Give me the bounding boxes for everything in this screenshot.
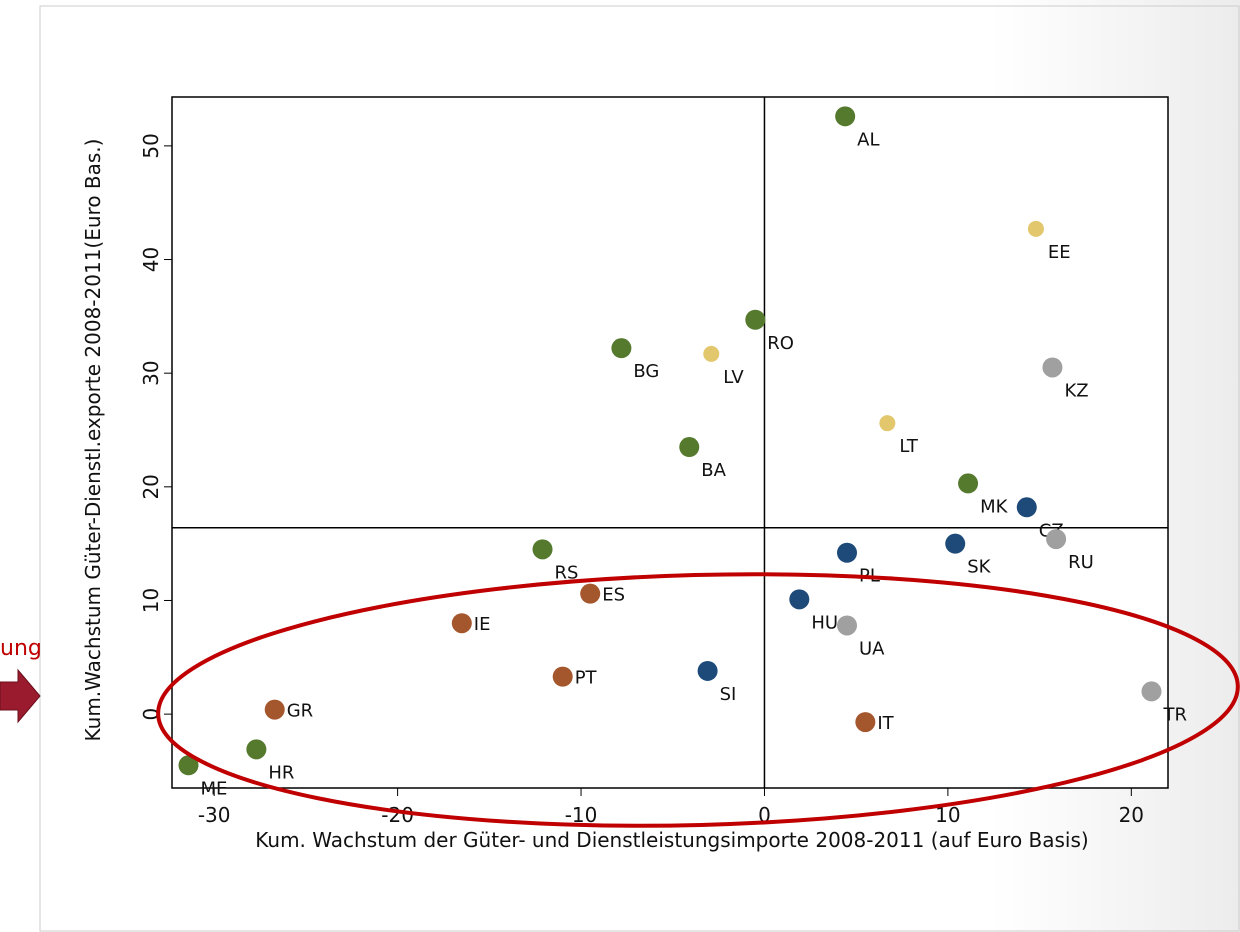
highlight-ellipse [156,572,1240,828]
x-tick-label: -30 [198,803,231,827]
point [611,338,632,359]
point [532,539,553,560]
point [745,309,766,330]
point [855,712,876,733]
point-label: LV [723,367,744,388]
slide-frame [39,5,1240,932]
point [679,437,700,458]
arrow [0,668,41,724]
point-label: HR [268,762,294,783]
y-tick-label: 20 [139,474,163,499]
point-label: GR [287,701,313,722]
plot-area [171,96,1169,789]
point [552,666,573,687]
point-label: HU [811,612,838,633]
point [178,755,199,776]
point [1027,220,1044,237]
point [1016,497,1037,518]
point-label: KZ [1064,380,1088,401]
point-label: SI [720,684,737,705]
point [580,583,601,604]
point-label: PT [575,668,598,689]
y-tick-label: 50 [139,133,163,158]
point [1046,529,1067,550]
point [697,660,718,681]
x-axis-title: Kum. Wachstum der Güter- und Dienstleist… [255,828,1088,852]
point-label: RS [555,562,579,583]
y-axis-title: Kum.Wachstum Güter-Dienstl.exporte 2008-… [81,139,105,742]
point-label: ME [201,778,228,799]
x-tick-label: -20 [381,803,414,827]
point-label: LT [899,436,919,457]
point [879,415,896,432]
point [958,473,979,494]
point-label: MK [980,496,1009,517]
point [246,739,267,760]
point-label: EE [1048,242,1071,263]
point [789,589,810,610]
point-label: ES [602,585,625,606]
point [1042,357,1063,378]
point [1141,681,1162,702]
point [835,106,856,127]
y-tick-label: 10 [139,588,163,613]
point-label: IE [474,614,491,635]
y-tick-label: 40 [139,247,163,272]
point [837,615,858,636]
point-label: TR [1162,704,1187,725]
point [703,345,720,362]
point-label: BA [701,460,726,481]
point-label: AL [857,129,879,150]
x-tick-label: 20 [1119,803,1144,827]
point-label: UA [859,638,885,659]
y-tick-label: 30 [139,360,163,385]
point-label: RO [767,333,794,354]
point [837,542,858,563]
point [451,613,472,634]
point [264,699,285,720]
point [945,533,966,554]
point-label: IT [877,713,894,734]
point-label: RU [1068,552,1094,573]
annotation: ung [0,636,42,661]
point-label: SK [967,557,991,578]
point-label: BG [633,361,659,382]
